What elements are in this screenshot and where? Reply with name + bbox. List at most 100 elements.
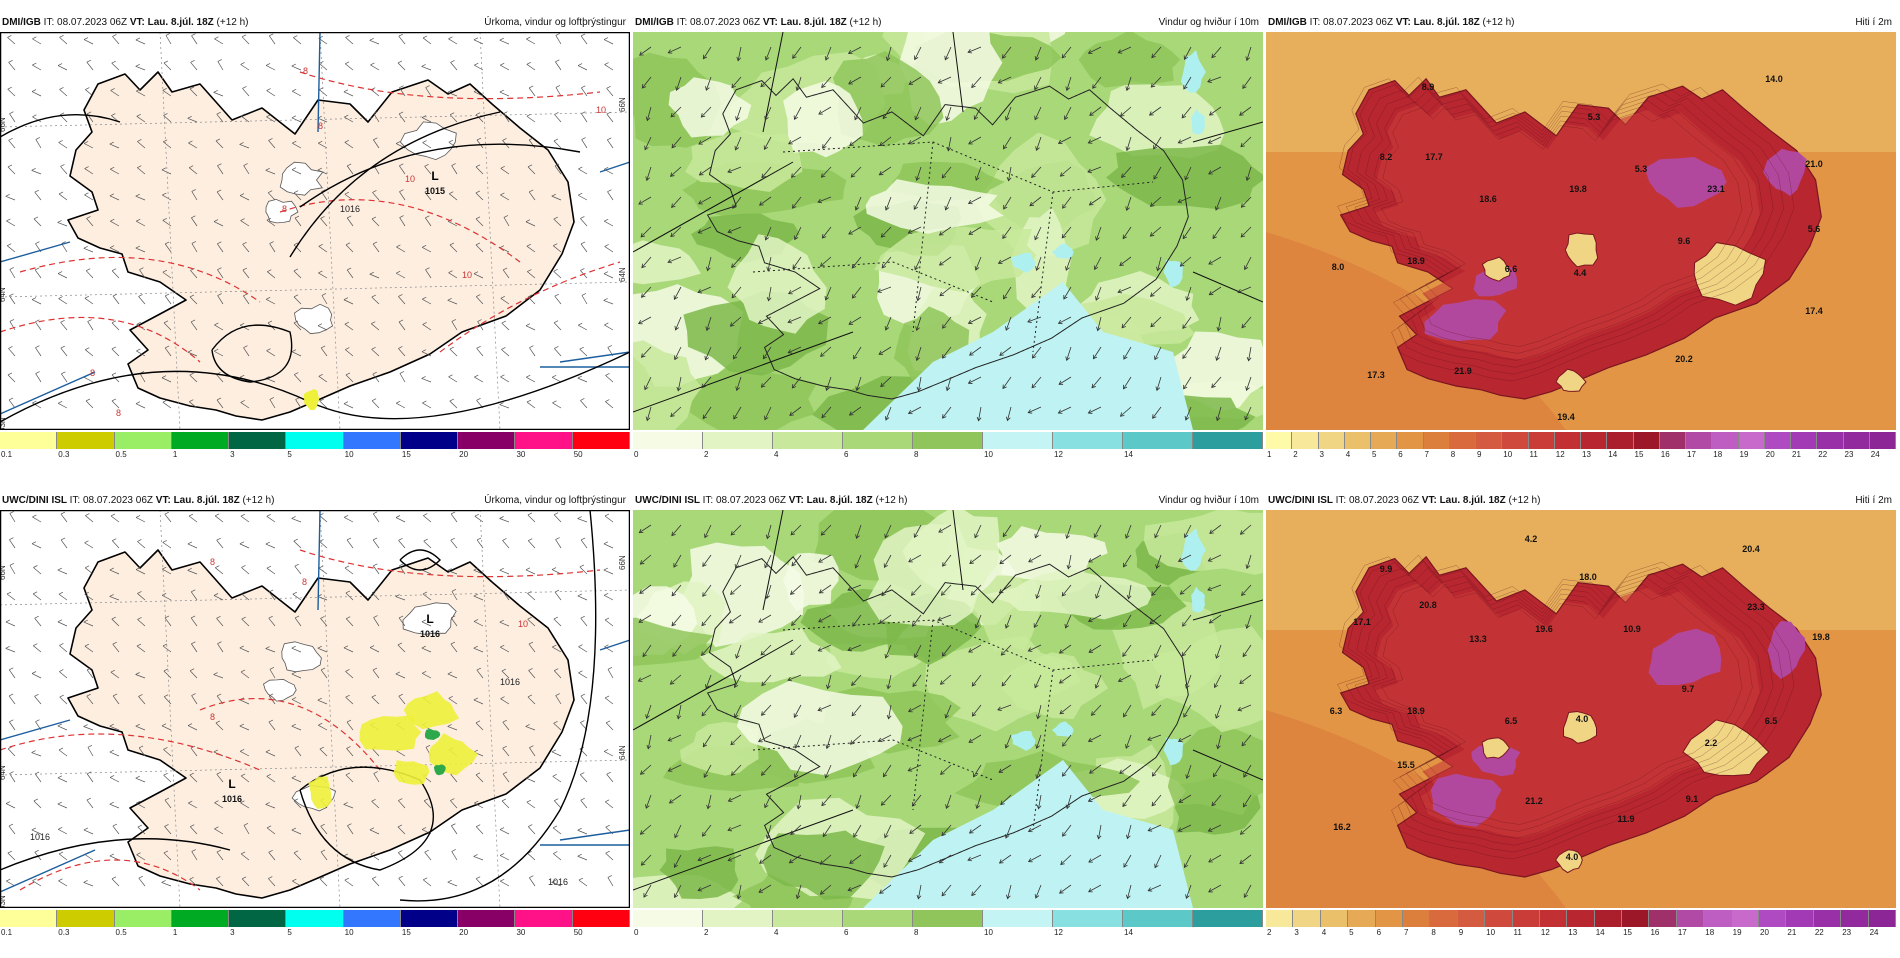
legend-swatch [1423,432,1450,449]
legend-swatch [1344,432,1371,449]
latitude-label: 66N [0,565,7,580]
valid-time-label: VT: [129,17,148,28]
temperature-value-label: 18.9 [1407,256,1425,266]
color-legend-bar [633,910,1263,927]
temperature-value-label: 16.2 [1333,822,1351,832]
legend-swatch [1649,910,1677,927]
temperature-value-label: 19.4 [1557,412,1575,422]
map-canvas[interactable] [633,510,1263,908]
legend-swatch [1869,432,1896,449]
legend-swatch [1712,432,1739,449]
latitude-label: 64N [0,287,7,302]
temperature-value-label: 9.1 [1686,794,1699,804]
legend-tick-label: 17 [1687,450,1696,459]
temperature-value-label: 6.6 [1505,264,1518,274]
legend-swatch [1581,432,1608,449]
legend-tick-label: 1 [1267,450,1272,459]
legend-swatch [171,910,230,927]
initial-time: 08.07.2023 06Z [690,17,763,28]
legend-swatch [843,910,913,927]
legend-tick-label: 15 [401,450,411,459]
isotherm-label: 8 [90,368,95,378]
legend-swatch [1193,432,1263,449]
legend-swatch [1676,910,1705,927]
initial-time: 08.07.2023 06Z [1348,495,1422,506]
legend-swatch [1607,432,1634,449]
panel-header: UWC/DINI ISL IT: 08.07.2023 06Z VT: Lau.… [2,495,626,509]
legend-swatch [515,432,573,449]
legend-swatch [1430,910,1458,927]
legend-tick-label: 22 [1818,450,1828,459]
legend-tick-label: 3 [1294,928,1299,937]
temperature-value-label: 15.5 [1397,760,1415,770]
panel-title: Úrkoma, vindur og loftþrýstingur [484,17,626,28]
legend-tick-label: 5 [287,450,292,459]
latitude-label: 63N [0,895,7,908]
initial-time: 08.07.2023 06Z [82,495,156,506]
legend-tick-label: 12 [1555,450,1565,459]
legend-tick-label: 4 [1321,928,1327,937]
legend-swatch [0,910,58,927]
valid-time: Lau. 8.júl. 18Z [806,495,876,506]
legend-tick-label: 0.1 [1,928,13,937]
forecast-panel-wind[interactable]: DMI/IGB IT: 08.07.2023 06Z VT: Lau. 8.jú… [633,15,1263,480]
legend-tick-label: 10 [984,450,993,459]
panel-header: UWC/DINI ISL IT: 08.07.2023 06Z VT: Lau.… [1268,495,1892,509]
legend-tick-label: 10 [984,928,993,937]
map-canvas[interactable]: 4.2 20.4 18.0 9.9 20.8 23.3 17.1 13.3 19.6 10.9 19… [1266,510,1896,908]
legend-tick-label: 2 [704,928,709,937]
map-canvas[interactable] [633,32,1263,430]
lead-time: (+12 h) [242,495,275,506]
forecast-panel-wind[interactable]: UWC/DINI ISL IT: 08.07.2023 06Z VT: Lau.… [633,493,1263,958]
legend-tick-label: 19 [1732,928,1742,937]
temperature-value-label: 8.0 [1332,262,1345,272]
legend-swatch [913,910,983,927]
legend-swatch [1738,432,1765,449]
temperature-value-label: 23.3 [1747,602,1765,612]
legend-tick-label: 6 [1398,450,1403,459]
temperature-value-label: 9.6 [1678,236,1691,246]
legend-swatch [1348,910,1376,927]
legend-swatch [0,432,58,449]
legend-swatch [1594,910,1623,927]
temperature-value-label: 19.8 [1812,632,1830,642]
forecast-panel-temp[interactable]: UWC/DINI ISL IT: 08.07.2023 06Z VT: Lau.… [1266,493,1896,958]
legend-tick-label: 6 [844,928,849,937]
map-canvas[interactable]: 8 8 10 8 1016 1016 1016 L 1016 L 1016 66N 64N 66N 64N 6… [0,510,630,908]
legend-swatch [1704,910,1732,927]
map-canvas[interactable]: 8.9 14.0 5.3 8.2 17.7 23.1 21.0 18.6 19.8 5.3 9.6 5… [1266,32,1896,430]
forecast-panel-temp[interactable]: DMI/IGB IT: 08.07.2023 06Z VT: Lau. 8.jú… [1266,15,1896,480]
forecast-panel-precip[interactable]: UWC/DINI ISL IT: 08.07.2023 06Z VT: Lau.… [0,493,630,958]
legend-tick-label: 8 [1431,928,1436,937]
legend-swatch [57,432,115,449]
legend-tick-label: 15 [1623,928,1632,937]
legend-tick-label: 1 [172,450,178,459]
forecast-panel-precip[interactable]: DMI/IGB IT: 08.07.2023 06Z VT: Lau. 8.jú… [0,15,630,480]
temperature-value-label: 9.7 [1682,684,1695,694]
lead-time: (+12 h) [1482,17,1515,28]
legend-tick-label: 10 [1486,928,1496,937]
panel-title: Vindur og hviður í 10m [1158,17,1259,28]
color-legend-ticks: 1 2 3 4 5 6 7 8 9 10 11 12 13 14 15 16 17 18 19 20 21 22 23 24 [1266,450,1896,462]
legend-tick-label: 10 [344,928,354,937]
legend-tick-label: 5 [1349,928,1354,937]
legend-swatch [1053,432,1123,449]
initial-time-label: IT: [1335,495,1349,506]
temperature-value-label: 8.9 [1422,82,1435,92]
valid-time: Lau. 8.júl. 18Z [780,17,850,28]
valid-time: Lau. 8.júl. 18Z [1413,17,1483,28]
isotherm-label: 10 [596,105,606,115]
temperature-value-label: 6.3 [1330,706,1343,716]
panel-title: Hiti í 2m [1855,495,1892,506]
map-canvas[interactable]: 88101081088101016L101566N64N66N64N63N [0,32,630,430]
legend-tick-label: 0.1 [1,450,13,459]
legend-tick-label: 9 [1477,450,1482,459]
legend-swatch [633,432,703,449]
legend-tick-label: 17 [1677,928,1687,937]
legend-swatch [1686,432,1713,449]
legend-tick-label: 14 [1124,928,1133,937]
legend-tick-label: 22 [1814,928,1824,937]
legend-swatch [1266,432,1293,449]
panel-header: UWC/DINI ISL IT: 08.07.2023 06Z VT: Lau.… [635,495,1259,509]
model-source: UWC/DINI ISL [2,495,70,506]
